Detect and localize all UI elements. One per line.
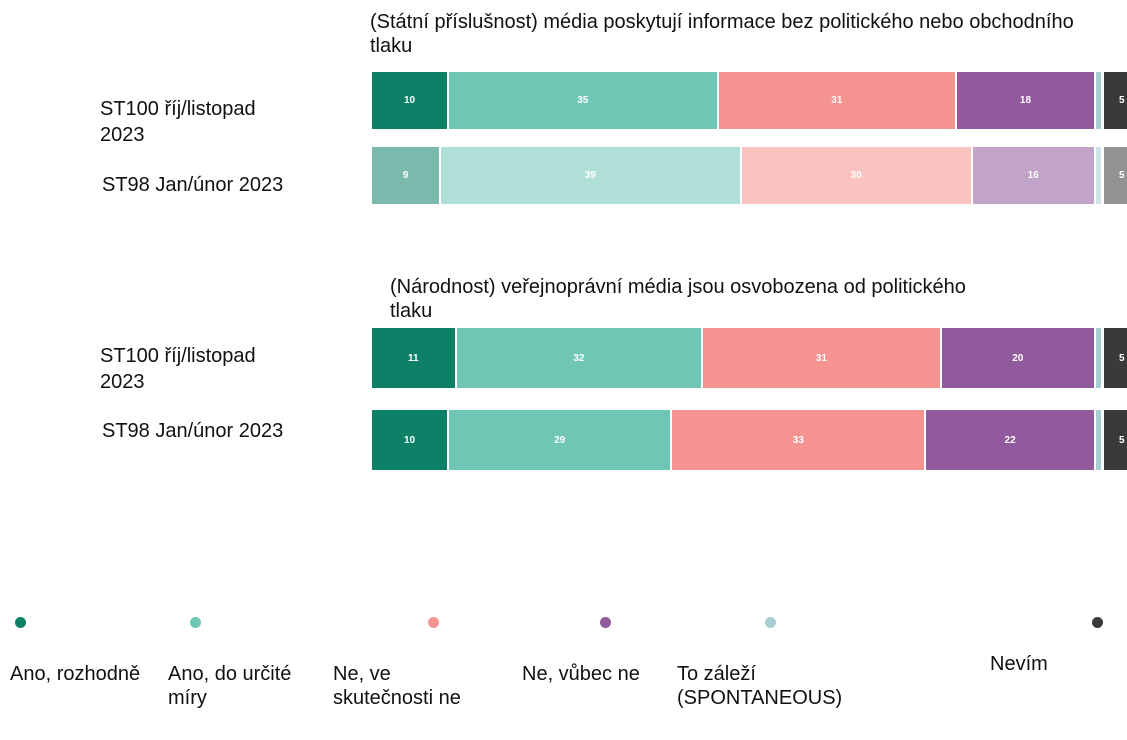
- bar-segment: 18: [957, 72, 1096, 129]
- legend-label: Ano, rozhodně: [10, 663, 141, 685]
- bar-segment: 33: [672, 410, 927, 470]
- data-label: 20: [1012, 352, 1024, 364]
- data-label: 10: [403, 95, 416, 106]
- legend-marker: [1092, 617, 1103, 628]
- legend-label: Nevím: [990, 653, 1048, 675]
- bar-segment: 5: [1103, 410, 1127, 470]
- data-label: 33: [792, 434, 804, 446]
- data-label: 11: [408, 352, 419, 364]
- legend-label: Ne, vůbec ne: [522, 663, 640, 685]
- bar-segment: 22: [926, 410, 1096, 470]
- data-label: 5: [1118, 352, 1125, 364]
- data-label: 29: [554, 434, 566, 446]
- data-label: 10: [403, 434, 416, 446]
- legend-marker: [600, 617, 611, 628]
- data-label: 30: [850, 170, 862, 181]
- bar-segment: 20: [941, 328, 1096, 388]
- chart-title: (Národnost) veřejnoprávní média jsou osv…: [390, 276, 966, 322]
- bar-segment: [1095, 410, 1104, 470]
- data-label: 31: [831, 95, 843, 106]
- bar-segment: 39: [441, 147, 742, 204]
- legend-marker: [15, 617, 26, 628]
- bar-segment: 9: [372, 147, 442, 204]
- data-label: 31: [815, 352, 827, 364]
- legend-marker: [428, 617, 439, 628]
- data-label: 18: [1019, 95, 1032, 106]
- bar-segment: 29: [449, 410, 673, 470]
- bar-segment: 5: [1103, 72, 1127, 129]
- data-label: 5: [1118, 95, 1125, 106]
- bar-segment: 31: [718, 72, 958, 129]
- legend-marker: [190, 617, 201, 628]
- data-label: 35: [577, 95, 589, 106]
- bar-segment: 32: [456, 328, 704, 388]
- bar-segment: 5: [1103, 147, 1127, 204]
- bar-segment: 11: [372, 328, 457, 388]
- chart-title: (Státní příslušnost) média poskytují inf…: [370, 11, 1074, 57]
- bar-segment: 31: [703, 328, 942, 388]
- legend-marker: [765, 617, 776, 628]
- data-label: 32: [573, 352, 585, 364]
- legend-label: To záleží (SPONTANEOUS): [677, 663, 843, 709]
- bar-segment: 30: [741, 147, 973, 204]
- category-label: ST100 říj/listopad 2023: [100, 98, 256, 146]
- bar-segment: [1095, 328, 1104, 388]
- data-label: 16: [1027, 170, 1039, 181]
- legend-label: Ne, ve skutečnosti ne: [333, 663, 461, 709]
- bar-segment: 35: [449, 72, 719, 129]
- bar-segment: 10: [372, 72, 449, 129]
- category-label: ST100 říj/listopad 2023: [100, 345, 256, 393]
- category-label: ST98 Jan/únor 2023: [102, 420, 284, 442]
- bar-segment: 5: [1103, 328, 1127, 388]
- category-label: ST98 Jan/únor 2023: [102, 174, 284, 196]
- bar-segment: [1095, 147, 1104, 204]
- data-label: 22: [1004, 434, 1016, 446]
- legend-label: Ano, do určité míry: [168, 663, 292, 709]
- data-label: 39: [584, 170, 596, 181]
- bar-segment: [1095, 72, 1104, 129]
- data-label: 9: [402, 170, 409, 181]
- bar-segment: 16: [972, 147, 1096, 204]
- bar-segment: 10: [372, 410, 449, 470]
- data-label: 5: [1118, 434, 1125, 446]
- data-label: 5: [1118, 170, 1125, 181]
